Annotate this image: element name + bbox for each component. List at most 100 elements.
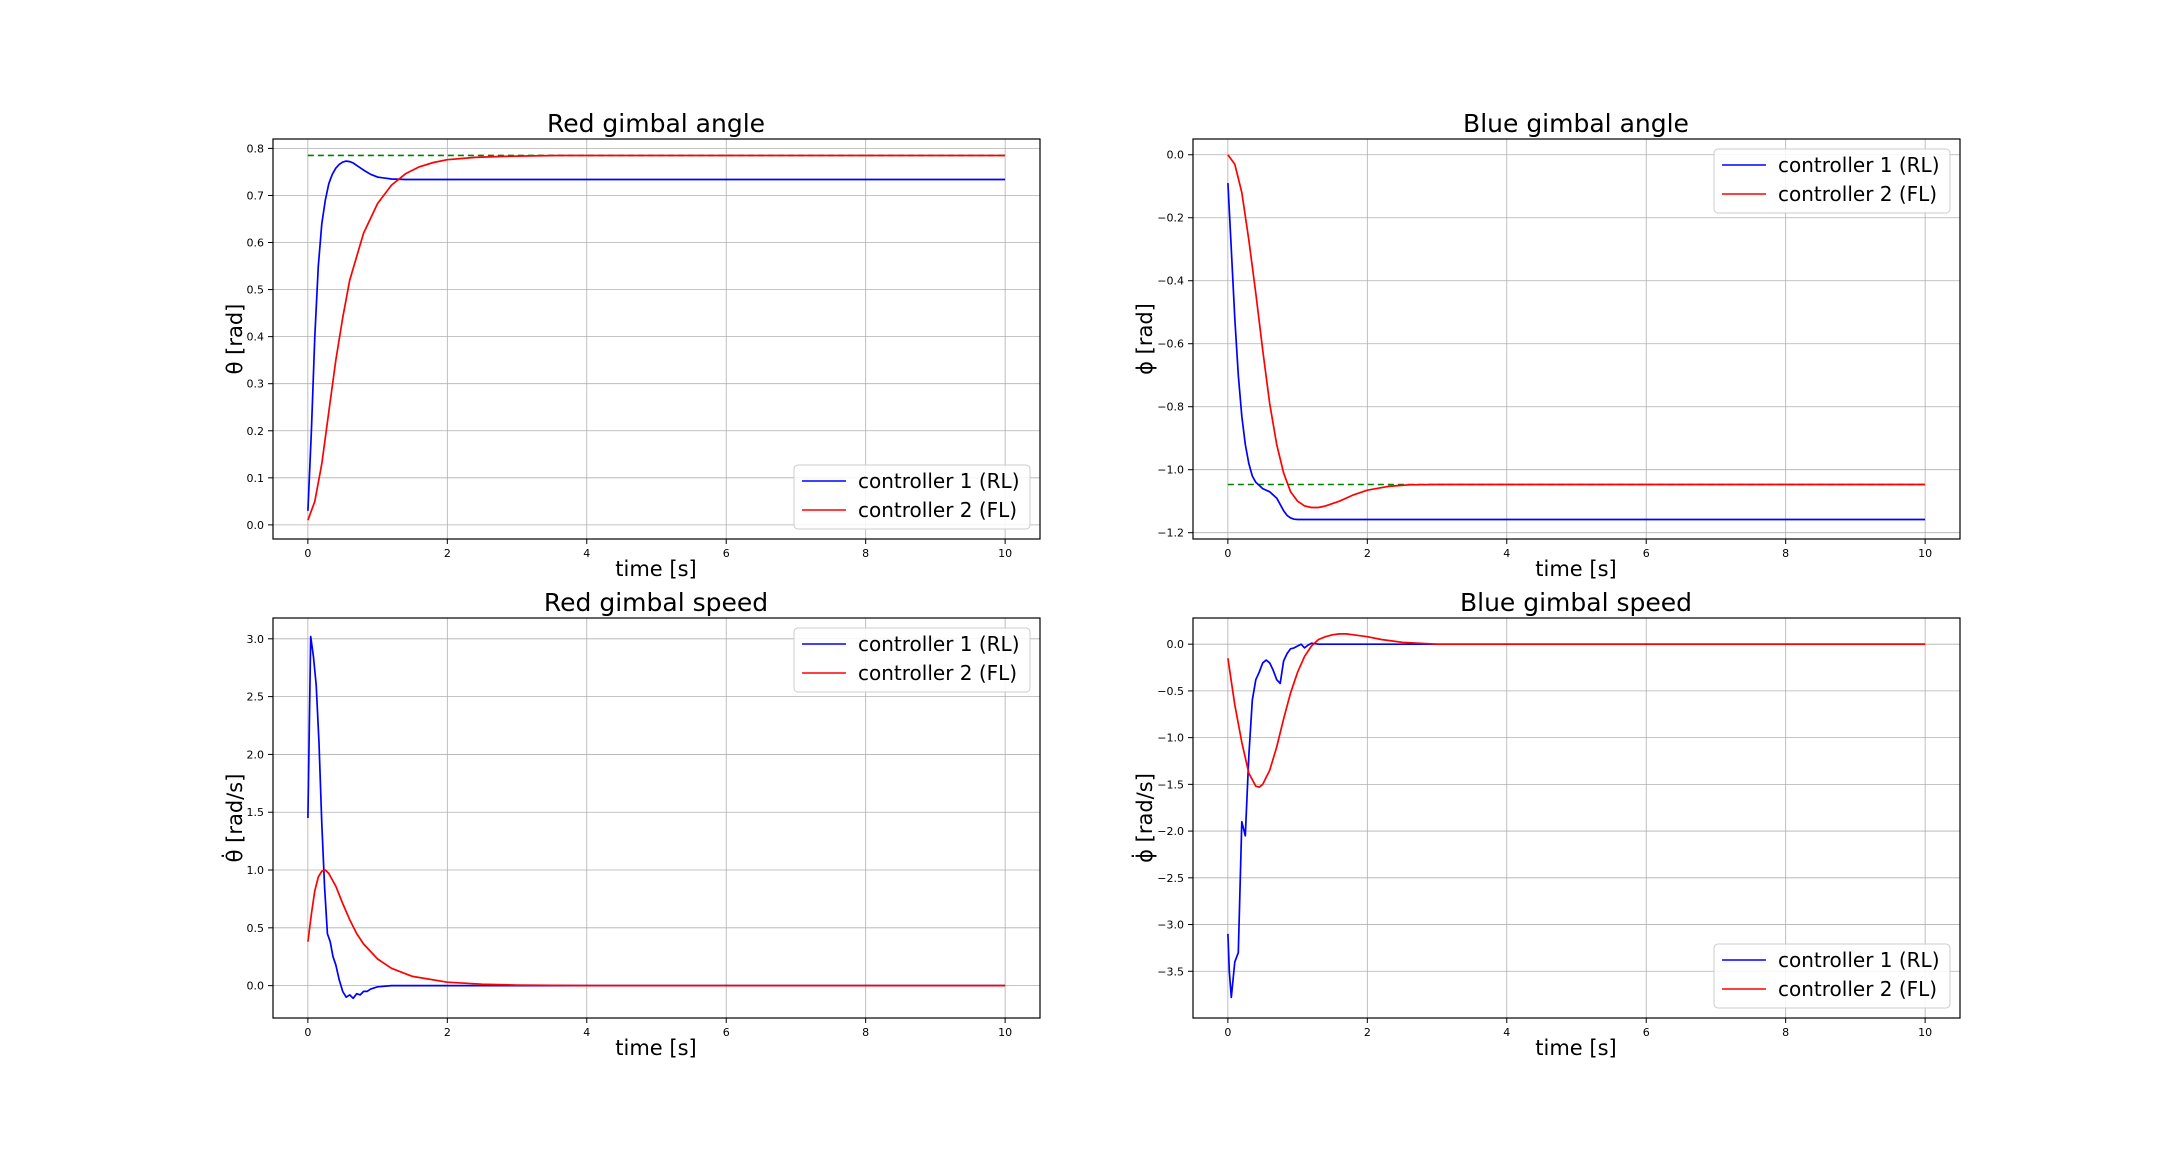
y-tick-label: −2.5 — [1157, 872, 1184, 885]
y-tick-label: 0.4 — [247, 331, 265, 344]
x-axis-label: time [s] — [615, 1036, 696, 1060]
y-tick-label: −1.5 — [1157, 778, 1184, 791]
x-tick-label: 0 — [1224, 1026, 1231, 1039]
x-tick-label: 10 — [1918, 1026, 1932, 1039]
series-line-controller-2 — [1227, 154, 1926, 509]
plot-frame — [272, 138, 1041, 540]
series-line-controller-2 — [1227, 633, 1926, 789]
y-tick-label: 0.0 — [1167, 149, 1185, 162]
y-tick-label: 0.7 — [247, 189, 265, 202]
y-tick-label: 0.5 — [247, 922, 265, 935]
legend-box — [1713, 148, 1951, 214]
y-tick-label: 0.8 — [247, 142, 265, 155]
x-tick-label: 2 — [444, 1026, 451, 1039]
y-tick-label: 0.0 — [1167, 638, 1185, 651]
y-tick-label: −1.0 — [1157, 464, 1184, 477]
y-tick-label: −1.0 — [1157, 732, 1184, 745]
x-tick-label: 6 — [723, 1026, 730, 1039]
x-tick-label: 10 — [1918, 547, 1932, 560]
panel-blue-gimbal-angle: Blue gimbal angle 0 2 4 6 8 10 0.0 −0.2 −0.4 −0.6… — [1133, 109, 1961, 581]
chart-title: Red gimbal speed — [544, 588, 768, 617]
x-axis-label: time [s] — [615, 557, 696, 581]
x-tick-label: 6 — [1643, 547, 1650, 560]
legend-label-controller-1: controller 1 (RL) — [858, 632, 1020, 656]
y-tick-label: 3.0 — [247, 633, 265, 646]
y-tick-label: 1.5 — [247, 806, 265, 819]
y-tick-label: −0.6 — [1157, 338, 1184, 351]
y-tick-label: −0.5 — [1157, 685, 1184, 698]
y-tick-label: 0.6 — [247, 237, 265, 250]
y-tick-label: 2.0 — [247, 748, 265, 761]
legend: controller 1 (RL) controller 2 (FL) — [1713, 943, 1951, 1009]
y-tick-label: 0.1 — [247, 472, 265, 485]
x-tick-label: 2 — [1364, 1026, 1371, 1039]
legend-label-controller-2: controller 2 (FL) — [1778, 977, 1937, 1001]
x-tick-label: 8 — [862, 1026, 869, 1039]
y-tick-label: −0.4 — [1157, 275, 1184, 288]
x-tick-label: 6 — [1643, 1026, 1650, 1039]
x-tick-label: 8 — [1782, 1026, 1789, 1039]
x-tick-label: 10 — [998, 547, 1012, 560]
legend-box — [793, 464, 1031, 530]
legend-label-controller-1: controller 1 (RL) — [858, 469, 1020, 493]
legend: controller 1 (RL) controller 2 (FL) — [793, 464, 1031, 530]
panel-red-gimbal-speed: Red gimbal speed 0 2 4 6 8 10 0.0 0.5 1.0 1.5 2.0 2… — [221, 588, 1041, 1060]
legend: controller 1 (RL) controller 2 (FL) — [793, 627, 1031, 693]
x-tick-label: 0 — [304, 1026, 311, 1039]
legend-box — [793, 627, 1031, 693]
x-tick-label: 10 — [998, 1026, 1012, 1039]
y-tick-label: −3.5 — [1157, 965, 1184, 978]
legend-label-controller-2: controller 2 (FL) — [858, 661, 1017, 685]
x-axis-label: time [s] — [1535, 557, 1616, 581]
chart-title: Blue gimbal angle — [1463, 109, 1689, 138]
panel-blue-gimbal-speed: Blue gimbal speed 0 2 4 6 8 10 0.0 −0.5 −1.0 −1.5… — [1131, 588, 1961, 1060]
legend-label-controller-1: controller 1 (RL) — [1778, 153, 1940, 177]
plot-frame — [1192, 617, 1961, 1019]
x-tick-label: 4 — [1503, 547, 1510, 560]
y-axis-label: θ [rad] — [223, 304, 247, 375]
plot-frame — [272, 617, 1041, 1019]
x-axis-label: time [s] — [1535, 1036, 1616, 1060]
legend-box — [1713, 943, 1951, 1009]
x-tick-label: 2 — [444, 547, 451, 560]
x-tick-label: 8 — [1782, 547, 1789, 560]
y-tick-label: −0.8 — [1157, 401, 1184, 414]
panel-red-gimbal-angle: Red gimbal angle 0 2 4 6 8 10 0.0 0.1 0.2 0.3 0.4 0… — [223, 109, 1041, 581]
y-tick-label: −2.0 — [1157, 825, 1184, 838]
chart-title: Red gimbal angle — [547, 109, 765, 138]
y-tick-label: 0.2 — [247, 425, 265, 438]
series-line-controller-2 — [307, 154, 1006, 521]
y-axis-label: ϕ [rad] — [1133, 303, 1157, 375]
y-tick-label: −1.2 — [1157, 527, 1184, 540]
x-tick-label: 0 — [1224, 547, 1231, 560]
y-tick-label: 0.0 — [247, 980, 265, 993]
series-line-controller-1 — [307, 635, 1006, 1000]
legend-label-controller-1: controller 1 (RL) — [1778, 948, 1940, 972]
x-tick-label: 4 — [583, 1026, 590, 1039]
y-axis-label: θ̇ [rad/s] — [221, 774, 247, 863]
y-axis-label: ϕ̇ [rad/s] — [1131, 773, 1157, 863]
x-tick-label: 0 — [304, 547, 311, 560]
legend-label-controller-2: controller 2 (FL) — [1778, 182, 1937, 206]
y-tick-label: −3.0 — [1157, 919, 1184, 932]
series-line-controller-1 — [1227, 642, 1926, 999]
legend-label-controller-2: controller 2 (FL) — [858, 498, 1017, 522]
y-tick-label: 0.3 — [247, 378, 265, 391]
chart-title: Blue gimbal speed — [1460, 588, 1692, 617]
x-tick-label: 6 — [723, 547, 730, 560]
series-line-controller-1 — [1227, 183, 1926, 521]
x-tick-label: 4 — [1503, 1026, 1510, 1039]
series-line-controller-2 — [307, 869, 1006, 987]
y-tick-label: 0.0 — [247, 519, 265, 532]
x-tick-label: 8 — [862, 547, 869, 560]
y-tick-label: 1.0 — [247, 864, 265, 877]
y-tick-label: 0.5 — [247, 284, 265, 297]
y-tick-label: −0.2 — [1157, 212, 1184, 225]
plot-frame — [1192, 138, 1961, 540]
legend: controller 1 (RL) controller 2 (FL) — [1713, 148, 1951, 214]
x-tick-label: 2 — [1364, 547, 1371, 560]
x-tick-label: 4 — [583, 547, 590, 560]
y-tick-label: 2.5 — [247, 691, 265, 704]
series-line-controller-1 — [307, 160, 1006, 511]
